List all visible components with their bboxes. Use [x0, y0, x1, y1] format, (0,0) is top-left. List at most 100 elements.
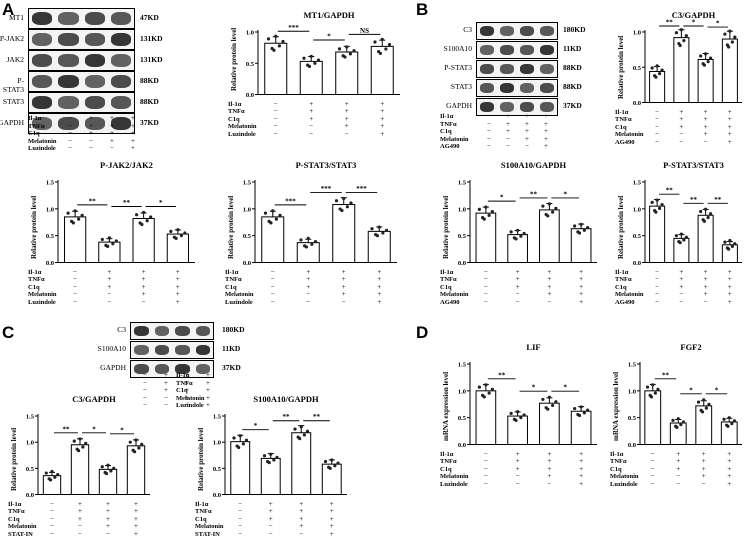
data-point — [708, 56, 713, 60]
condition-sign: − — [306, 297, 311, 306]
data-point — [726, 424, 730, 428]
condition-sign: + — [377, 282, 382, 291]
condition-label: C1q — [8, 515, 20, 523]
condition-sign: + — [329, 507, 334, 515]
chart-title: P-STAT3/STAT3 — [295, 160, 357, 170]
condition-sign: − — [50, 529, 54, 538]
data-point — [477, 207, 481, 211]
blot-band — [58, 12, 79, 25]
condition-label: TNFα — [610, 458, 627, 465]
data-point — [702, 219, 706, 223]
condition-sign: − — [487, 127, 491, 135]
blot-band — [195, 326, 210, 336]
data-point — [352, 49, 356, 53]
blot-row-label: GAPDH — [100, 363, 126, 372]
data-point — [323, 459, 328, 464]
condition-sign: − — [299, 529, 304, 538]
condition-sign: + — [515, 449, 520, 458]
blot-strip — [476, 60, 558, 78]
y-tick-label: 1.0 — [633, 206, 641, 213]
condition-label: Il-1α — [176, 372, 190, 379]
condition-label: Melatonin — [228, 123, 257, 130]
condition-sign: + — [727, 479, 732, 488]
condition-sign: + — [579, 479, 584, 488]
condition-label: Melatonin — [610, 473, 639, 480]
significance-label: NS — [360, 27, 369, 35]
condition-sign: + — [78, 514, 82, 523]
data-point — [582, 228, 586, 232]
data-point — [72, 439, 76, 443]
condition-sign: − — [679, 290, 684, 298]
data-point — [380, 37, 384, 41]
condition-label: C1q — [615, 283, 627, 291]
condition-label: Il-1α — [610, 450, 624, 458]
condition-sign: − — [143, 401, 147, 409]
bar — [539, 209, 560, 263]
bar — [321, 463, 342, 495]
blot-strip — [130, 322, 214, 340]
significance-label: ** — [714, 196, 722, 204]
blot-band — [520, 26, 534, 36]
data-point — [554, 400, 558, 404]
data-point — [269, 221, 273, 225]
blot-band — [520, 83, 534, 93]
data-point — [658, 71, 662, 76]
condition-sign: + — [107, 267, 112, 276]
condition-sign: + — [175, 282, 180, 291]
blot-strip — [28, 29, 135, 50]
blot-row-label: C3 — [117, 325, 126, 334]
condition-sign: − — [483, 464, 488, 473]
significance-label: * — [327, 33, 331, 41]
y-tick-label: 0.0 — [26, 492, 34, 499]
blot-band — [480, 102, 494, 112]
condition-label: Il-1α — [225, 268, 239, 276]
y-tick-label: 1.0 — [458, 388, 466, 395]
condition-sign: + — [701, 472, 706, 480]
condition-label: Melatonin — [28, 137, 57, 145]
data-point — [269, 452, 273, 456]
condition-sign: + — [506, 112, 510, 120]
bar — [64, 216, 87, 263]
condition-sign: + — [141, 267, 146, 276]
blot-band — [58, 117, 79, 130]
data-point — [137, 446, 141, 450]
data-point — [274, 34, 278, 38]
condition-label: Il-1α — [615, 108, 629, 116]
condition-sign: + — [579, 275, 584, 283]
bar-chart-svg: 0.00.51.0** * * — [633, 19, 742, 107]
bar — [697, 214, 714, 263]
data-point — [77, 217, 81, 221]
condition-sign: − — [483, 290, 488, 298]
condition-sign: + — [377, 275, 382, 283]
chart-title: C3/GAPDH — [72, 394, 116, 404]
blot-kd-label: 37KD — [222, 363, 241, 372]
chart-title: S100A10/GAPDH — [500, 160, 567, 170]
condition-sign: + — [676, 464, 681, 473]
condition-sign: + — [703, 267, 708, 276]
data-point — [313, 61, 317, 65]
data-point — [704, 52, 708, 56]
data-point — [304, 245, 309, 249]
blot-band — [84, 12, 105, 25]
y-tick-label: 0.5 — [213, 466, 222, 473]
data-point — [482, 395, 486, 399]
condition-sign: − — [506, 134, 510, 143]
data-point — [682, 39, 686, 43]
condition-sign: − — [238, 514, 243, 523]
data-point — [679, 232, 683, 236]
data-point — [81, 445, 85, 449]
condition-sign: + — [268, 507, 273, 515]
condition-label: C1q — [440, 128, 452, 135]
condition-label: Luzindole — [28, 298, 56, 306]
blot-band — [540, 45, 554, 55]
condition-sign: + — [515, 267, 520, 276]
condition-sign: − — [483, 449, 488, 458]
condition-sign: + — [141, 275, 146, 283]
condition-sign: + — [679, 282, 684, 291]
condition-sign: − — [506, 142, 510, 150]
condition-sign: + — [131, 136, 135, 145]
condition-sign: + — [185, 371, 189, 379]
data-point — [266, 37, 271, 41]
condition-sign: + — [727, 472, 732, 480]
condition-sign: − — [185, 401, 189, 409]
